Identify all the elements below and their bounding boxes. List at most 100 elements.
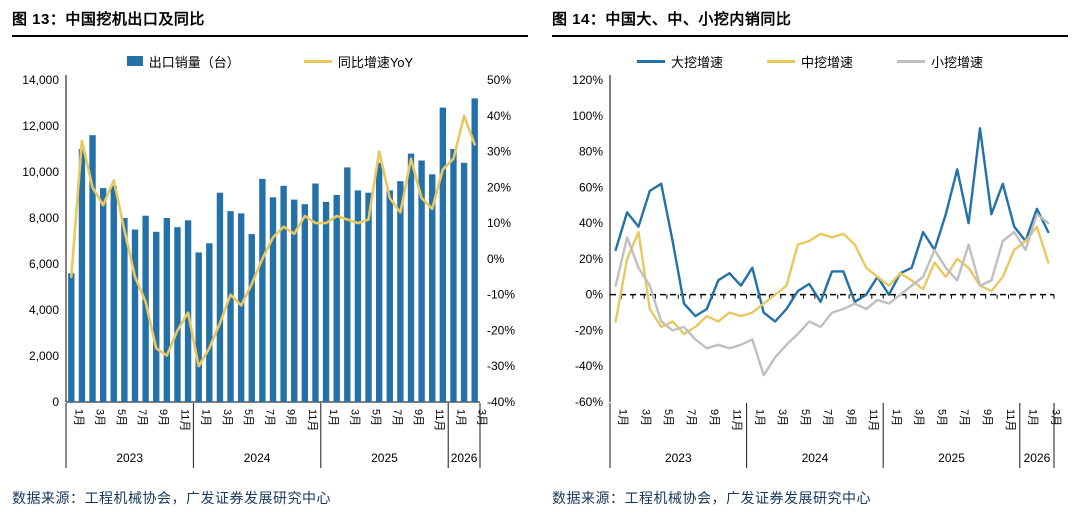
svg-text:-10%: -10% <box>487 288 515 302</box>
svg-text:5月: 5月 <box>115 409 127 426</box>
svg-text:1月: 1月 <box>72 409 84 426</box>
svg-text:7月: 7月 <box>685 409 697 426</box>
svg-text:5月: 5月 <box>370 409 382 426</box>
excavator-export-bar-line-chart: 0 2,000 4,000 6,000 8,000 10,000 12,000 14,000 -… <box>22 73 515 468</box>
svg-text:9月: 9月 <box>412 409 424 426</box>
line-swatch-icon <box>303 59 332 63</box>
svg-text:2,000: 2,000 <box>29 349 59 363</box>
figure-14-source-note: 数据来源：工程机械协会，广发证券发展研究中心 <box>552 492 871 507</box>
svg-text:11月: 11月 <box>178 409 190 431</box>
svg-text:1月: 1月 <box>327 409 339 426</box>
svg-text:2023: 2023 <box>116 451 143 465</box>
figure-13-legend: 出口销量（台） 同比增速YoY <box>12 52 528 70</box>
svg-text:12,000: 12,000 <box>22 119 59 133</box>
svg-text:3月: 3月 <box>1049 409 1061 426</box>
figure-14-panel: 图 14：中国大、中、小挖内销同比 大挖增速 中挖增速 小挖增速 -60% -40… <box>540 0 1080 523</box>
svg-text:7月: 7月 <box>263 409 275 426</box>
svg-text:3月: 3月 <box>94 409 106 426</box>
legend-label-large-excavator: 大挖增速 <box>670 54 723 70</box>
svg-text:9月: 9月 <box>708 409 720 426</box>
svg-text:-30%: -30% <box>487 359 515 373</box>
svg-text:0%: 0% <box>487 252 505 266</box>
svg-text:5月: 5月 <box>935 409 947 426</box>
svg-text:-60%: -60% <box>575 395 603 409</box>
svg-text:5月: 5月 <box>799 409 811 426</box>
excavator-domestic-yoy-line-chart: -60% -40% -20% 0% 20% 40% 60% 80% 100% 120% 1月 3月 5月… <box>572 73 1061 468</box>
figure-13-source-note: 数据来源：工程机械协会，广发证券发展研究中心 <box>12 492 331 507</box>
svg-text:3月: 3月 <box>476 409 488 426</box>
svg-text:11月: 11月 <box>731 409 743 431</box>
svg-text:0%: 0% <box>586 288 604 302</box>
figure-13-title: 图 13：中国挖机出口及同比 <box>12 11 205 28</box>
svg-text:1月: 1月 <box>1027 409 1039 426</box>
legend-item-large-excavator: 大挖增速 <box>636 52 723 71</box>
svg-text:1月: 1月 <box>617 409 629 426</box>
svg-text:-20%: -20% <box>487 323 515 337</box>
svg-text:10%: 10% <box>487 216 511 230</box>
svg-text:6,000: 6,000 <box>29 257 59 271</box>
legend-item-medium-excavator: 中挖增速 <box>766 52 853 71</box>
svg-text:7月: 7月 <box>822 409 834 426</box>
svg-text:2025: 2025 <box>938 451 965 465</box>
svg-text:2024: 2024 <box>802 451 829 465</box>
figure-13-title-underline <box>12 35 528 37</box>
svg-text:1月: 1月 <box>200 409 212 426</box>
svg-text:5月: 5月 <box>662 409 674 426</box>
svg-text:3月: 3月 <box>639 409 651 426</box>
figure-14-legend: 大挖增速 中挖增速 小挖增速 <box>552 52 1068 70</box>
svg-text:5月: 5月 <box>242 409 254 426</box>
svg-text:60%: 60% <box>579 180 603 194</box>
svg-text:40%: 40% <box>487 109 511 123</box>
svg-text:2026: 2026 <box>1024 451 1051 465</box>
legend-item-yoy: 同比增速YoY <box>303 52 414 71</box>
svg-text:8,000: 8,000 <box>29 211 59 225</box>
legend-label-small-excavator: 小挖增速 <box>931 54 984 70</box>
svg-text:2025: 2025 <box>371 451 398 465</box>
legend-label-yoy: 同比增速YoY <box>337 54 414 70</box>
svg-text:20%: 20% <box>487 180 511 194</box>
svg-text:3月: 3月 <box>776 409 788 426</box>
svg-text:9月: 9月 <box>981 409 993 426</box>
svg-text:9月: 9月 <box>844 409 856 426</box>
svg-text:40%: 40% <box>579 216 603 230</box>
figure-14-title-underline <box>552 35 1068 37</box>
figure-13-panel: 图 13：中国挖机出口及同比 出口销量（台） 同比增速YoY 0 2,000 4,0… <box>12 11 528 507</box>
bar-swatch-icon <box>126 56 143 66</box>
svg-text:4,000: 4,000 <box>29 303 59 317</box>
svg-text:1月: 1月 <box>753 409 765 426</box>
svg-text:-20%: -20% <box>575 323 603 337</box>
svg-text:7月: 7月 <box>391 409 403 426</box>
figure-14-title: 图 14：中国大、中、小挖内销同比 <box>552 11 792 28</box>
line-swatch-icon <box>766 59 795 63</box>
svg-text:7月: 7月 <box>136 409 148 426</box>
svg-text:3月: 3月 <box>221 409 233 426</box>
svg-text:-40%: -40% <box>487 395 515 409</box>
legend-item-small-excavator: 小挖增速 <box>897 52 983 71</box>
svg-text:1月: 1月 <box>454 409 466 426</box>
line-swatch-icon <box>636 59 665 63</box>
svg-text:20%: 20% <box>579 252 603 266</box>
svg-text:11月: 11月 <box>433 409 445 431</box>
svg-text:30%: 30% <box>487 145 511 159</box>
legend-label-medium-excavator: 中挖增速 <box>800 54 853 70</box>
svg-text:80%: 80% <box>579 145 603 159</box>
svg-text:3月: 3月 <box>348 409 360 426</box>
svg-text:100%: 100% <box>572 109 603 123</box>
svg-text:2024: 2024 <box>244 451 271 465</box>
svg-text:120%: 120% <box>572 73 603 87</box>
svg-text:11月: 11月 <box>867 409 879 431</box>
legend-label-export-volume: 出口销量（台） <box>148 54 240 70</box>
svg-text:0: 0 <box>52 395 59 409</box>
svg-text:9月: 9月 <box>157 409 169 426</box>
svg-text:2023: 2023 <box>665 451 692 465</box>
svg-text:1月: 1月 <box>890 409 902 426</box>
svg-text:11月: 11月 <box>1004 409 1016 431</box>
svg-text:9月: 9月 <box>285 409 297 426</box>
svg-text:-40%: -40% <box>575 359 603 373</box>
svg-text:7月: 7月 <box>958 409 970 426</box>
svg-text:14,000: 14,000 <box>22 73 59 87</box>
svg-text:3月: 3月 <box>913 409 925 426</box>
svg-text:2026: 2026 <box>451 451 478 465</box>
line-swatch-icon <box>897 59 925 63</box>
legend-item-export-volume: 出口销量（台） <box>126 52 240 71</box>
